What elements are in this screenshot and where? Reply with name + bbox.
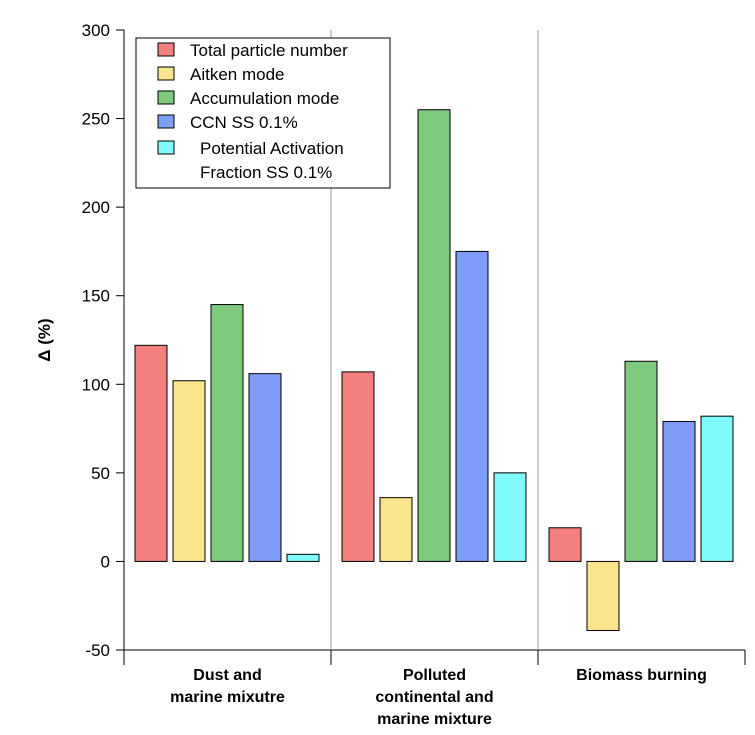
x-category-label-line: Dust and	[193, 667, 261, 684]
legend-label-line: Aitken mode	[190, 65, 285, 84]
legend-label-line: Total particle number	[190, 41, 348, 60]
x-category-label-line: Biomass burning	[576, 667, 707, 684]
bar	[248, 373, 282, 562]
legend-swatch	[157, 140, 175, 155]
legend-label: Accumulation mode	[190, 89, 339, 108]
x-category-label-line: marine mixture	[377, 711, 492, 728]
legend-swatch	[157, 90, 175, 105]
y-tick-label: 0	[101, 552, 110, 571]
x-category-label-line: continental and	[375, 689, 493, 706]
bar	[700, 415, 734, 562]
y-axis: -50 0 50 100 150 200 250 300	[82, 21, 124, 660]
bar	[548, 527, 582, 562]
bar	[210, 304, 244, 562]
bar	[379, 497, 413, 562]
bar	[286, 553, 320, 562]
bars	[134, 109, 734, 632]
y-tick-label: 100	[82, 375, 110, 394]
x-category-label: Polluted continental and marine mixture	[375, 667, 493, 728]
y-tick-label: 250	[82, 110, 110, 129]
bar	[341, 371, 375, 562]
bar	[624, 360, 658, 562]
bar	[455, 250, 489, 562]
y-tick-label: 50	[91, 464, 110, 483]
y-tick-label: 150	[82, 287, 110, 306]
bar	[662, 420, 696, 562]
legend-label-line: Accumulation mode	[190, 89, 339, 108]
x-category-label-line: Polluted	[403, 667, 466, 684]
legend-label-line: Fraction SS 0.1%	[200, 163, 332, 182]
legend: Total particle number Aitken mode Accumula…	[135, 37, 391, 189]
bar	[586, 560, 620, 632]
legend-label: Potential Activation Fraction SS 0.1%	[200, 139, 344, 182]
y-tick-label: 200	[82, 198, 110, 217]
legend-label: Aitken mode	[190, 65, 285, 84]
legend-swatch	[157, 114, 175, 129]
bar	[172, 380, 206, 562]
bar	[134, 344, 168, 562]
x-category-label: Biomass burning	[576, 667, 707, 684]
legend-label: CCN SS 0.1%	[190, 113, 298, 132]
x-category-label-line: marine mixutre	[170, 689, 285, 706]
y-tick-label: -50	[85, 641, 110, 660]
legend-label-line: Potential Activation	[200, 139, 344, 158]
y-axis-title: Δ (%)	[35, 318, 54, 361]
y-tick-label: 300	[82, 21, 110, 40]
bar	[493, 472, 527, 562]
x-category-label: Dust and marine mixutre	[170, 667, 285, 706]
legend-label-line: CCN SS 0.1%	[190, 113, 298, 132]
plot-frame	[123, 30, 745, 651]
legend-swatch	[157, 66, 175, 81]
legend-box	[135, 37, 391, 189]
legend-swatch	[157, 42, 175, 57]
legend-label: Total particle number	[190, 41, 348, 60]
bar	[417, 109, 451, 562]
